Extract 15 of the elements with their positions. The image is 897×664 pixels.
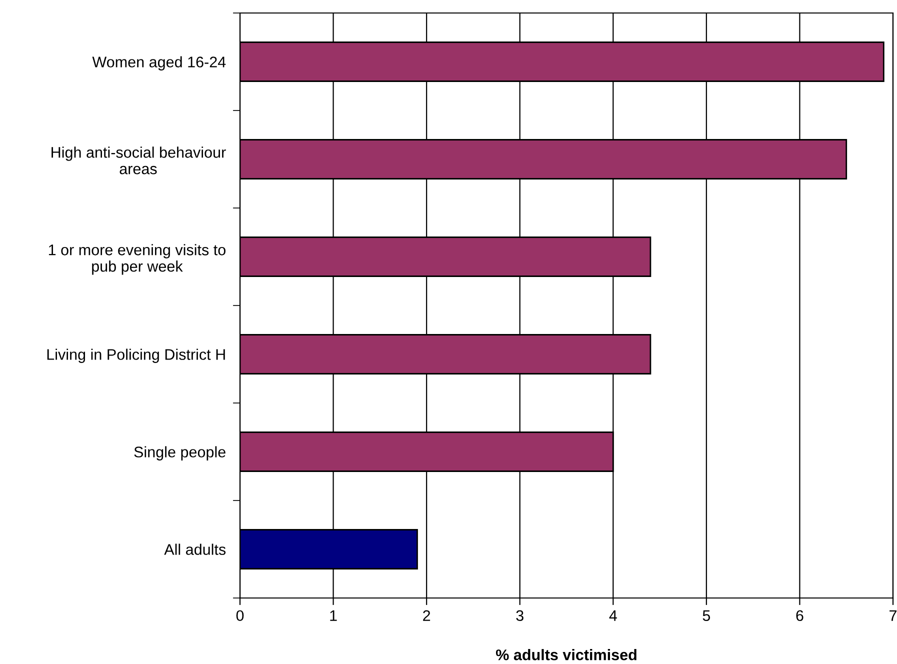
y-tick-label: 1 or more evening visits to pub per week — [48, 244, 226, 275]
y-tick-label: High anti-social behaviour areas — [52, 146, 226, 174]
y-tick-label: Women aged 16-24 — [92, 56, 226, 70]
x-tick-label: 3 — [516, 610, 524, 622]
x-axis-title: % adults victimised — [496, 649, 636, 660]
y-tick-label: Living in Policing District H — [47, 348, 225, 363]
x-tick-label: 6 — [796, 610, 804, 622]
x-tick-label: 5 — [702, 610, 710, 622]
x-tick-label: 4 — [609, 610, 617, 621]
x-tick-label: 0 — [236, 610, 244, 622]
y-tick-label: Single people — [134, 446, 226, 460]
x-tick-label: 7 — [890, 610, 896, 621]
x-tick-label: 2 — [423, 610, 430, 621]
x-tick-label: 1 — [330, 610, 337, 621]
y-tick-label: All adults — [164, 544, 226, 555]
